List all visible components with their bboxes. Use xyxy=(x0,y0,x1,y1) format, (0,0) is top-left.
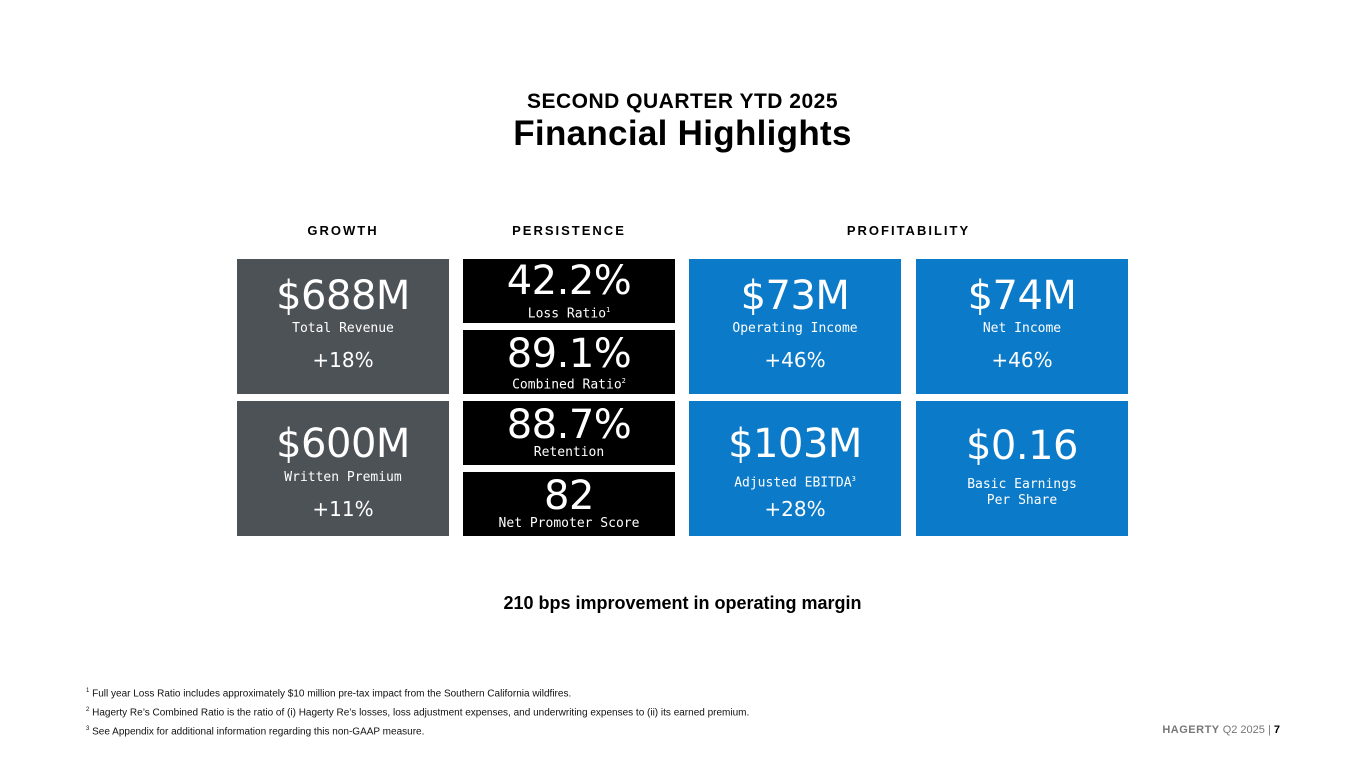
metric-label: Combined Ratio xyxy=(512,377,622,393)
metric-label-line2: Per Share xyxy=(986,493,1058,508)
brand-logo: HAGERTY xyxy=(1162,724,1220,736)
footnote-number: 2 xyxy=(86,707,90,713)
footnote-marker: 3 xyxy=(851,475,856,483)
metric-value: $103M xyxy=(728,421,862,467)
metric-change: +46% xyxy=(764,348,826,372)
slide-footer: HAGERTY Q2 2025 | 7 xyxy=(1162,724,1280,736)
tile-adjusted-ebitda: $103M Adjusted EBITDA3 +28% xyxy=(689,401,901,536)
tile-net-income: $74M Net Income +46% xyxy=(916,259,1128,394)
metric-value: $0.16 xyxy=(965,423,1079,469)
metric-change: +11% xyxy=(312,497,374,521)
footnote-number: 3 xyxy=(86,726,90,732)
footnote-1: 1 Full year Loss Ratio includes approxim… xyxy=(86,688,571,699)
tile-basic-eps: $0.16 Basic Earnings Per Share xyxy=(916,401,1128,536)
tile-net-promoter-score: 82 Net Promoter Score xyxy=(463,472,675,536)
footnote-text: Hagerty Re’s Combined Ratio is the ratio… xyxy=(92,707,750,719)
metric-label: Total Revenue xyxy=(292,321,394,336)
tile-written-premium: $600M Written Premium +11% xyxy=(237,401,449,536)
metric-label-wrap: Loss Ratio1 xyxy=(463,302,675,322)
metric-value: $688M xyxy=(276,273,410,319)
metric-value: $74M xyxy=(967,273,1077,319)
metric-label: Loss Ratio xyxy=(527,306,607,322)
metric-label: Operating Income xyxy=(732,321,858,336)
tile-combined-ratio: 89.1% Combined Ratio2 xyxy=(463,330,675,394)
metric-label: Net Promoter Score xyxy=(498,516,640,531)
metric-label: Retention xyxy=(533,445,605,460)
footnote-marker: 1 xyxy=(606,306,611,314)
metric-value: $600M xyxy=(276,421,410,467)
column-header-persistence: PERSISTENCE xyxy=(512,223,626,238)
metric-change: +18% xyxy=(312,348,374,372)
metric-value: 42.2% xyxy=(506,258,632,304)
slide-subtitle: SECOND QUARTER YTD 2025 xyxy=(526,90,839,113)
metric-label-wrap: Combined Ratio2 xyxy=(463,373,675,393)
footnote-text: Full year Loss Ratio includes approximat… xyxy=(92,688,572,700)
metric-value: 89.1% xyxy=(506,331,632,377)
footnote-2: 2 Hagerty Re’s Combined Ratio is the rat… xyxy=(86,707,749,718)
tile-retention: 88.7% Retention xyxy=(463,401,675,465)
column-header-profitability: PROFITABILITY xyxy=(846,223,971,238)
metric-value: 88.7% xyxy=(506,402,632,448)
slide-title: Financial Highlights xyxy=(513,114,852,153)
metric-label-line1: Basic Earnings xyxy=(967,477,1077,492)
footnote-text: See Appendix for additional information … xyxy=(92,726,425,738)
tile-operating-income: $73M Operating Income +46% xyxy=(689,259,901,394)
metric-value: 82 xyxy=(544,473,594,519)
footer-period: Q2 2025 xyxy=(1222,724,1265,736)
metric-change: +28% xyxy=(764,497,826,521)
tile-total-revenue: $688M Total Revenue +18% xyxy=(237,259,449,394)
metric-value: $73M xyxy=(740,273,850,319)
footnote-marker: 2 xyxy=(621,377,626,385)
footnote-3: 3 See Appendix for additional informatio… xyxy=(86,726,424,737)
metric-label: Written Premium xyxy=(284,470,402,485)
page-number: 7 xyxy=(1273,724,1280,736)
metric-label-wrap: Adjusted EBITDA3 xyxy=(689,471,901,491)
tile-loss-ratio: 42.2% Loss Ratio1 xyxy=(463,259,675,323)
footnote-number: 1 xyxy=(86,688,90,694)
metric-change: +46% xyxy=(991,348,1053,372)
footer-separator: | xyxy=(1267,724,1271,736)
operating-margin-callout: 210 bps improvement in operating margin xyxy=(503,593,862,613)
column-header-growth: GROWTH xyxy=(307,223,379,238)
metric-label: Adjusted EBITDA xyxy=(734,475,852,491)
metric-label: Net Income xyxy=(982,321,1062,336)
